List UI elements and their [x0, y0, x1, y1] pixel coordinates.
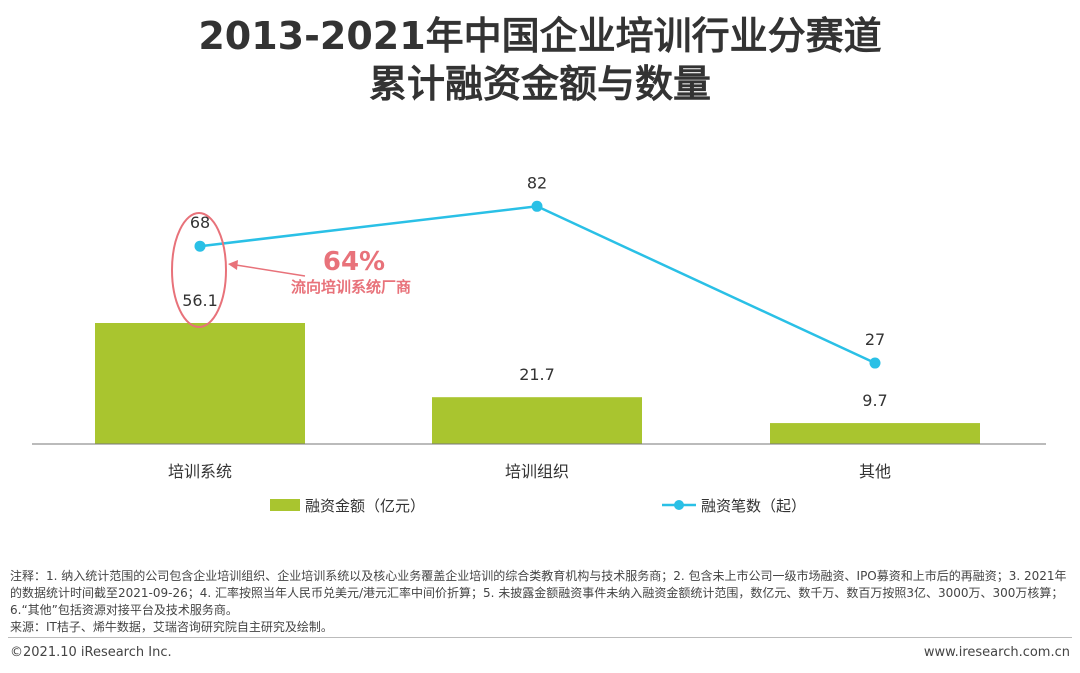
line-value-label: 68 — [190, 213, 210, 232]
title-line-1: 2013-2021年中国企业培训行业分赛道 — [198, 14, 882, 58]
legend-line-label: 融资笔数（起） — [701, 497, 806, 515]
annotation-text: 流向培训系统厂商 — [291, 278, 411, 296]
footer-divider — [8, 637, 1072, 638]
bar-value-label: 56.1 — [182, 291, 218, 310]
website-link[interactable]: www.iresearch.com.cn — [923, 645, 1070, 660]
source-text: 来源：IT桔子、烯牛数据，艾瑞咨询研究院自主研究及绘制。 — [10, 620, 333, 634]
notes: 注释：1. 纳入统计范围的公司包含企业培训组织、企业培训系统以及核心业务覆盖企业… — [10, 568, 1068, 636]
x-tick-label: 其他 — [859, 462, 891, 481]
line-point — [869, 357, 881, 369]
line-point — [194, 240, 206, 252]
x-tick-label: 培训系统 — [168, 462, 232, 481]
chart: 56.1 21.7 9.7 培训系统 培训组织 其他 68 82 27 64%流向培训系统厂商融资… — [32, 173, 1046, 515]
line-point — [531, 200, 543, 212]
x-tick-label: 培训组织 — [505, 462, 569, 481]
bar — [95, 323, 305, 444]
chart-title: 2013-2021年中国企业培训行业分赛道 累计融资金额与数量 — [0, 12, 1080, 108]
bar-value-label: 9.7 — [862, 391, 887, 410]
bar — [770, 423, 980, 444]
legend-bar-label: 融资金额（亿元） — [305, 497, 425, 515]
highlight-ellipse — [171, 212, 227, 328]
bar — [432, 397, 642, 444]
legend-bar-swatch — [270, 499, 300, 511]
bar-value-label: 21.7 — [519, 365, 555, 384]
title-line-2: 累计融资金额与数量 — [368, 62, 711, 106]
annotation-arrow — [235, 264, 306, 277]
annotation-arrowhead — [228, 260, 238, 270]
line-value-label: 82 — [527, 173, 547, 192]
notes-text: 注释：1. 纳入统计范围的公司包含企业培训组织、企业培训系统以及核心业务覆盖企业… — [10, 569, 1067, 617]
line-value-label: 27 — [865, 330, 885, 349]
annotation-value: 64% — [323, 247, 385, 277]
legend-line-marker — [674, 500, 684, 510]
copyright: ©2021.10 iResearch Inc. — [10, 645, 172, 660]
